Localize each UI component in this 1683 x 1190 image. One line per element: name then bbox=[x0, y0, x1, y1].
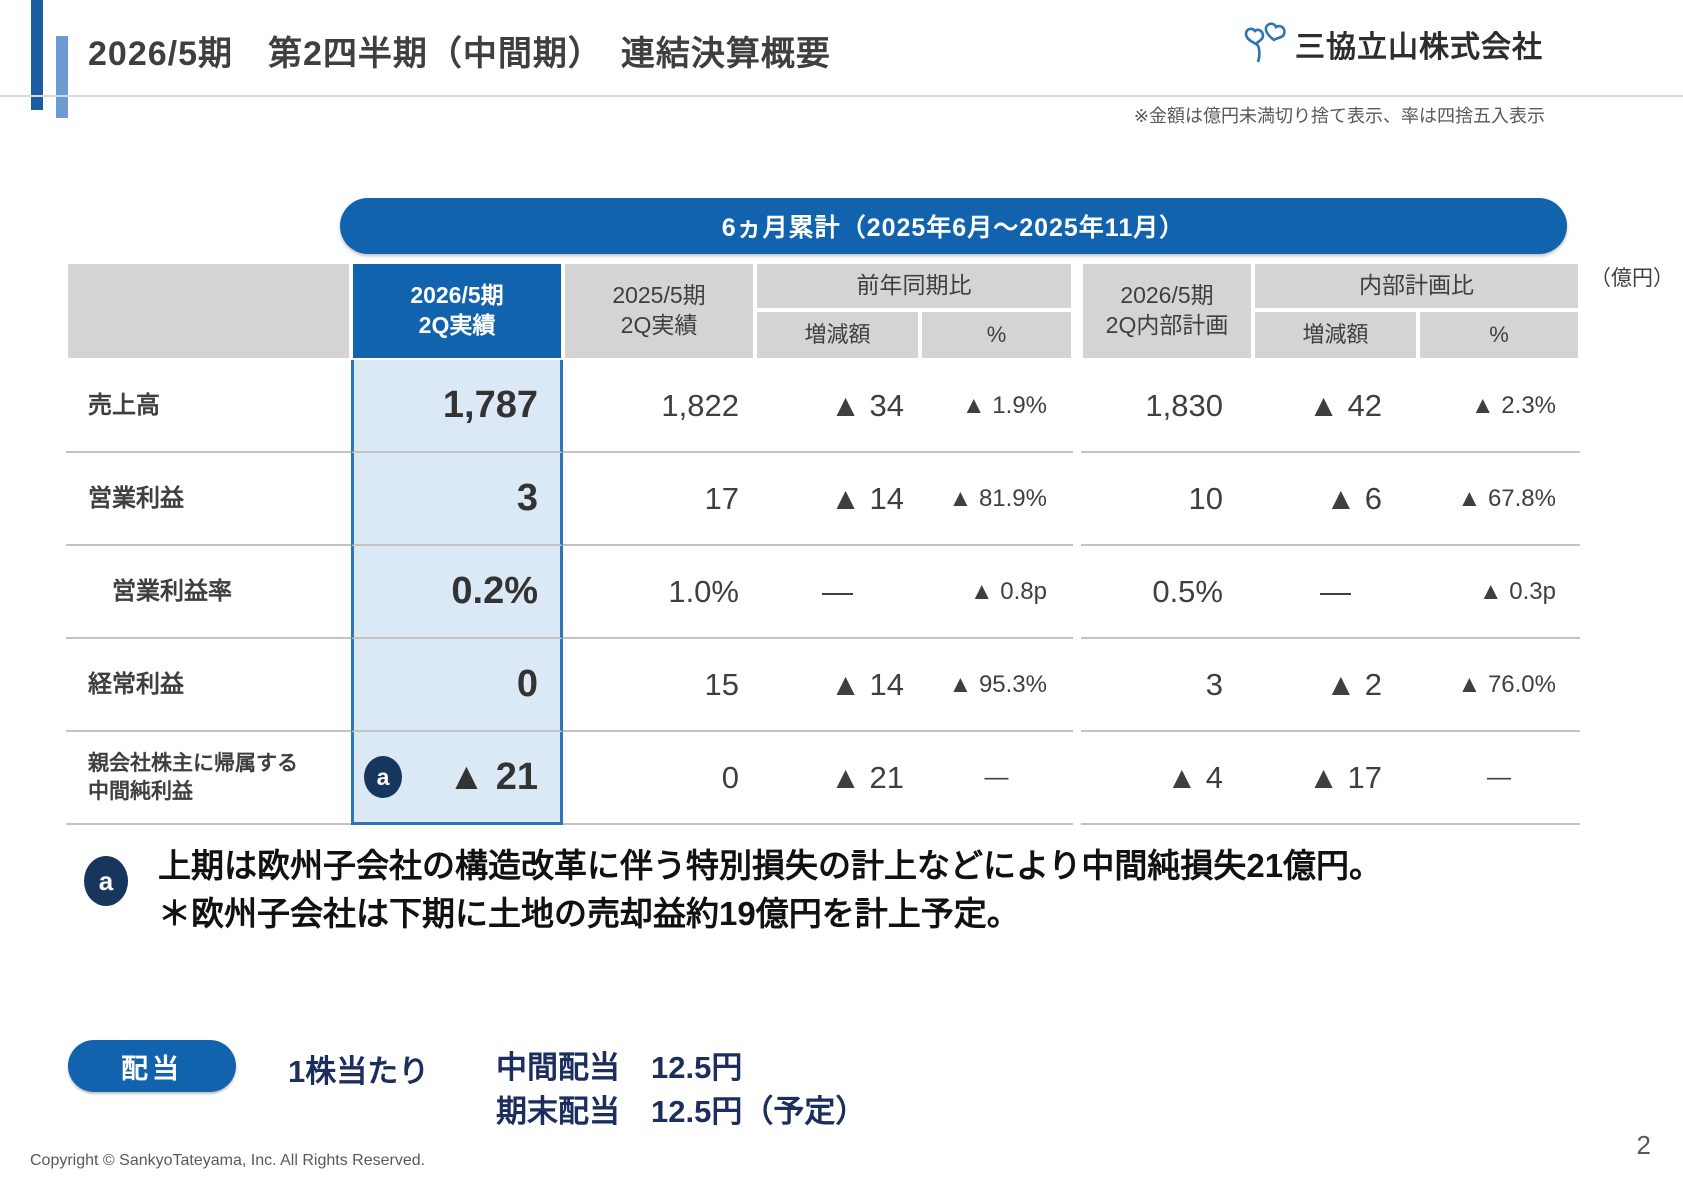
footnote-marker-a-badge: a bbox=[364, 756, 402, 798]
dividend-per-share-label: 1株当たり bbox=[288, 1054, 430, 1089]
net-income-plan: ▲ 4 bbox=[1081, 732, 1253, 825]
dividend-pill-label: 配当 bbox=[121, 1053, 183, 1084]
header-previous-line2: 2Q実績 bbox=[620, 312, 698, 338]
operating-income-plan-pct: ▲ 67.8% bbox=[1418, 453, 1580, 546]
row-label-ordinary-income: 経常利益 bbox=[66, 639, 351, 732]
sales-previous: 1,822 bbox=[563, 360, 755, 453]
sales-plan-diff: ▲ 42 bbox=[1253, 360, 1418, 453]
company-name: 三協立山株式会社 bbox=[1295, 31, 1543, 64]
operating-income-previous: 17 bbox=[563, 453, 755, 546]
header-actual-line2: 2Q実績 bbox=[418, 312, 496, 338]
operating-income-plan-diff: ▲ 6 bbox=[1253, 453, 1418, 546]
operating-margin-plan-diff: — bbox=[1253, 546, 1418, 639]
operating-margin-plan-pct: ▲ 0.3p bbox=[1418, 546, 1580, 639]
operating-margin-yoy-diff: — bbox=[755, 546, 920, 639]
unit-label: （億円） bbox=[1590, 267, 1674, 290]
footnote-text: 上期は欧州子会社の構造改革に伴う特別損失の計上などにより中間純損失21億円。 ＊… bbox=[158, 842, 1382, 938]
ordinary-income-plan-diff: ▲ 2 bbox=[1253, 639, 1418, 732]
footnote-line2: ＊欧州子会社は下期に土地の売却益約19億円を計上予定。 bbox=[158, 894, 1020, 932]
net-income-previous: 0 bbox=[563, 732, 755, 825]
title-accent-bar-dark bbox=[31, 0, 43, 110]
copyright: Copyright © SankyoTateyama, Inc. All Rig… bbox=[30, 1152, 426, 1169]
row-label-operating-margin: 営業利益率 bbox=[66, 546, 351, 639]
page-title: 2026/5期 第2四半期（中間期） 連結決算概要 bbox=[88, 35, 831, 73]
title-accent-bar-light bbox=[56, 36, 68, 118]
row-label-operating-income: 営業利益 bbox=[66, 453, 351, 546]
net-income-actual-cell: a ▲ 21 bbox=[351, 732, 563, 825]
header-previous: 2025/5期 2Q実績 bbox=[563, 262, 755, 360]
header-plan-line1: 2026/5期 bbox=[1120, 282, 1214, 309]
header-previous-line1: 2025/5期 bbox=[612, 282, 706, 309]
row-label-net-income: 親会社株主に帰属する 中間純利益 bbox=[66, 732, 351, 825]
title-divider bbox=[0, 95, 1683, 97]
sales-actual: 1,787 bbox=[351, 360, 563, 453]
header-yoy-diff: 増減額 bbox=[755, 310, 920, 360]
header-corner-cell bbox=[66, 262, 351, 360]
ordinary-income-plan-pct: ▲ 76.0% bbox=[1418, 639, 1580, 732]
net-income-actual: ▲ 21 bbox=[447, 755, 538, 798]
operating-margin-previous: 1.0% bbox=[563, 546, 755, 639]
operating-income-yoy-diff: ▲ 14 bbox=[755, 453, 920, 546]
net-income-plan-pct: — bbox=[1418, 732, 1580, 825]
ordinary-income-plan: 3 bbox=[1081, 639, 1253, 732]
row-label-sales: 売上高 bbox=[66, 360, 351, 453]
ordinary-income-previous: 15 bbox=[563, 639, 755, 732]
group-gap bbox=[1073, 262, 1081, 825]
operating-income-plan: 10 bbox=[1081, 453, 1253, 546]
sales-yoy-pct: ▲ 1.9% bbox=[920, 360, 1073, 453]
sales-plan: 1,830 bbox=[1081, 360, 1253, 453]
net-income-yoy-pct: — bbox=[920, 732, 1073, 825]
footnote-line1: 上期は欧州子会社の構造改革に伴う特別損失の計上などにより中間純損失21億円。 bbox=[158, 847, 1383, 884]
header-plan-group: 内部計画比 bbox=[1253, 262, 1580, 310]
sales-plan-pct: ▲ 2.3% bbox=[1418, 360, 1580, 453]
operating-margin-plan: 0.5% bbox=[1081, 546, 1253, 639]
ordinary-income-actual: 0 bbox=[351, 639, 563, 732]
ordinary-income-yoy-diff: ▲ 14 bbox=[755, 639, 920, 732]
net-income-label-line1: 親会社株主に帰属する bbox=[88, 752, 298, 776]
header-plan: 2026/5期 2Q内部計画 bbox=[1081, 262, 1253, 360]
period-banner: 6ヵ月累計（2025年6月～2025年11月） bbox=[340, 198, 1567, 254]
dividend-values: 中間配当 12.5円 期末配当 12.5円（予定） bbox=[496, 1046, 866, 1134]
rounding-note: ※金額は億円未満切り捨て表示、率は四捨五入表示 bbox=[1133, 106, 1545, 126]
operating-income-actual: 3 bbox=[351, 453, 563, 546]
operating-income-yoy-pct: ▲ 81.9% bbox=[920, 453, 1073, 546]
page-number: 2 bbox=[1636, 1130, 1651, 1160]
dividend-interim: 中間配当 12.5円 bbox=[496, 1050, 743, 1085]
dividend-year-end: 期末配当 12.5円（予定） bbox=[496, 1094, 867, 1130]
header-yoy-group: 前年同期比 bbox=[755, 262, 1073, 310]
net-income-label-line2: 中間純利益 bbox=[88, 779, 193, 803]
footnote: a 上期は欧州子会社の構造改革に伴う特別損失の計上などにより中間純損失21億円。… bbox=[84, 842, 1382, 938]
clover-logo-icon bbox=[1243, 22, 1287, 66]
operating-margin-actual: 0.2% bbox=[351, 546, 563, 639]
dividend-pill: 配当 bbox=[68, 1040, 236, 1092]
ordinary-income-yoy-pct: ▲ 95.3% bbox=[920, 639, 1073, 732]
company-logo: 三協立山株式会社 bbox=[1243, 22, 1543, 66]
header-yoy-pct: % bbox=[920, 310, 1073, 360]
header-actual-line1: 2026/5期 bbox=[410, 282, 504, 309]
net-income-plan-diff: ▲ 17 bbox=[1253, 732, 1418, 825]
results-table: 2026/5期 2Q実績 2025/5期 2Q実績 前年同期比 増減額 % 20… bbox=[66, 262, 1580, 825]
header-plan-diff: 増減額 bbox=[1253, 310, 1418, 360]
operating-margin-yoy-pct: ▲ 0.8p bbox=[920, 546, 1073, 639]
header-plan-line2: 2Q内部計画 bbox=[1105, 312, 1229, 338]
period-banner-label: 6ヵ月累計（2025年6月～2025年11月） bbox=[721, 214, 1186, 242]
sales-yoy-diff: ▲ 34 bbox=[755, 360, 920, 453]
footnote-a-badge: a bbox=[84, 856, 128, 906]
header-plan-pct: % bbox=[1418, 310, 1580, 360]
header-actual: 2026/5期 2Q実績 bbox=[351, 262, 563, 360]
net-income-yoy-diff: ▲ 21 bbox=[755, 732, 920, 825]
